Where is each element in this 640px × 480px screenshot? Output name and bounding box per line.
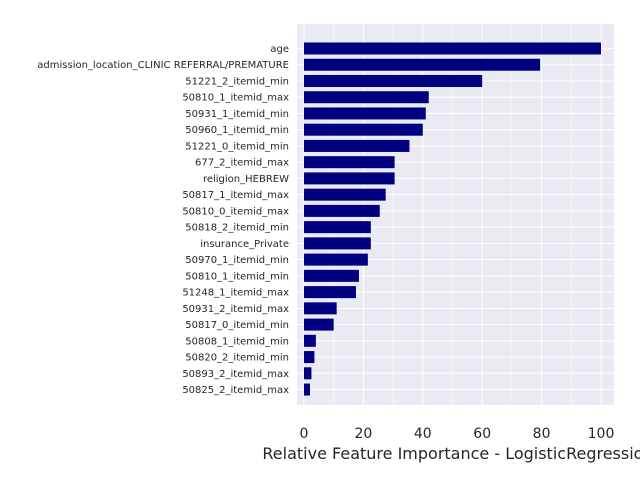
y-tick-label: admission_location_CLINIC REFERRAL/PREMA… <box>37 60 289 71</box>
y-tick-label: 50970_1_itemid_min <box>185 255 289 266</box>
bar <box>304 91 429 104</box>
bar <box>304 107 426 120</box>
y-tick-label: 50808_1_itemid_min <box>185 336 289 347</box>
y-tick-label: 50825_2_itemid_max <box>182 385 289 396</box>
bar <box>304 139 410 152</box>
bar <box>304 74 483 87</box>
y-tick-label: 51248_1_itemid_max <box>182 288 289 299</box>
x-axis-label: Relative Feature Importance - LogisticRe… <box>262 444 640 463</box>
y-tick-label: 50810_1_itemid_max <box>182 93 289 104</box>
bar <box>304 58 541 71</box>
bar <box>304 204 380 217</box>
y-tick-label: 50810_1_itemid_min <box>185 271 289 282</box>
y-tick-label: 50893_2_itemid_max <box>182 369 289 380</box>
bar <box>304 221 371 234</box>
y-tick-label: age <box>270 44 289 55</box>
bar <box>304 318 334 331</box>
y-tick-label: insurance_Private <box>200 239 289 250</box>
y-tick-labels: age admission_location_CLINIC REFERRAL/PR… <box>37 44 289 396</box>
y-tick-label: 50931_1_itemid_min <box>185 109 289 120</box>
bar <box>304 237 371 250</box>
x-tick-label: 40 <box>414 426 432 442</box>
y-tick-label: religion_HEBREW <box>203 174 289 185</box>
bars <box>304 42 601 396</box>
x-tick-labels: 0 20 40 60 80 100 <box>300 426 615 442</box>
y-tick-label: 677_2_itemid_max <box>195 158 289 169</box>
bar <box>304 351 315 364</box>
y-tick-label: 51221_0_itemid_min <box>185 141 289 152</box>
y-tick-label: 50817_1_itemid_max <box>182 190 289 201</box>
bar <box>304 123 423 136</box>
bar <box>304 188 386 201</box>
bar <box>304 253 368 266</box>
x-tick-label: 60 <box>473 426 491 442</box>
x-tick-label: 20 <box>354 426 372 442</box>
bar <box>304 172 395 185</box>
y-tick-label: 50810_0_itemid_max <box>182 206 289 217</box>
y-tick-label: 50818_2_itemid_min <box>185 223 289 234</box>
bar <box>304 383 310 396</box>
y-tick-label: 50820_2_itemid_min <box>185 353 289 364</box>
y-tick-label: 50931_2_itemid_max <box>182 304 289 315</box>
bar <box>304 302 337 315</box>
bar <box>304 269 359 282</box>
bar <box>304 286 356 299</box>
bar <box>304 367 312 380</box>
x-tick-label: 0 <box>300 426 309 442</box>
y-tick-label: 50817_0_itemid_min <box>185 320 289 331</box>
y-tick-label: 50960_1_itemid_min <box>185 125 289 136</box>
x-tick-label: 80 <box>533 426 551 442</box>
bar <box>304 42 601 55</box>
bar <box>304 334 316 347</box>
bar <box>304 156 395 169</box>
y-tick-label: 51221_2_itemid_min <box>185 76 289 87</box>
x-tick-label: 100 <box>588 426 615 442</box>
